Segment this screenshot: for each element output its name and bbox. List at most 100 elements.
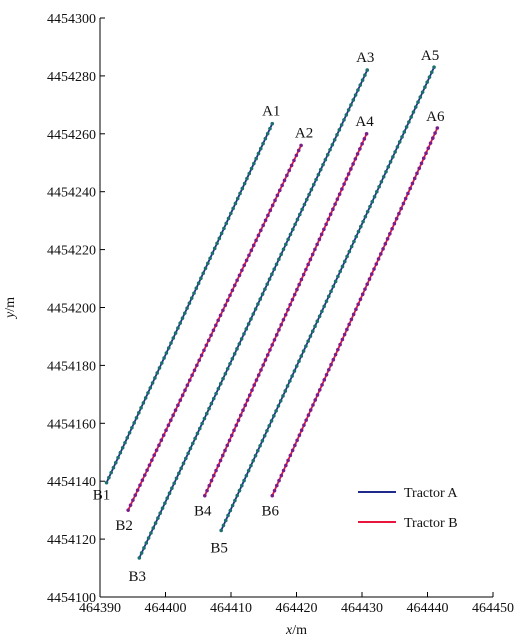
data-point [147, 463, 152, 467]
data-point [214, 323, 218, 328]
data-point [180, 393, 185, 398]
data-point [295, 287, 299, 292]
data-point [140, 478, 145, 482]
data-point [154, 448, 159, 452]
y-tick-label: 4454300 [47, 12, 96, 27]
data-point [297, 212, 302, 217]
endpoint-label-B5: B5 [210, 540, 228, 556]
y-tick-label: 4454280 [47, 70, 96, 85]
data-point [347, 249, 352, 254]
data-point [133, 493, 138, 497]
data-point [322, 227, 326, 232]
data-point [406, 191, 410, 196]
data-point [304, 418, 308, 422]
plot-area: B1 A1 B3 A3 B5 A5 B2 A2 B4 A4 B6 A6 [93, 48, 445, 585]
data-point [186, 451, 190, 456]
data-point [255, 448, 260, 453]
data-point [356, 302, 360, 307]
data-point [299, 143, 303, 148]
data-point [265, 131, 270, 136]
data-point [394, 216, 399, 221]
data-point [329, 289, 333, 294]
data-point [164, 351, 169, 355]
data-point [349, 244, 354, 249]
y-axis-label: y [3, 311, 18, 320]
x-axis-title: x/m [285, 623, 307, 638]
data-point [352, 239, 356, 244]
data-point [315, 393, 320, 397]
data-point [152, 453, 157, 457]
data-point [320, 383, 324, 387]
data-point [265, 429, 269, 433]
data-point [267, 277, 272, 281]
data-point [165, 496, 170, 500]
data-point [285, 173, 289, 178]
legend-label-1: Tractor B [404, 516, 458, 531]
data-point [249, 463, 253, 468]
data-point [287, 168, 292, 173]
data-point [397, 211, 401, 216]
data-point [197, 358, 202, 363]
data-point [260, 292, 265, 296]
data-point [188, 446, 193, 451]
data-point [169, 341, 173, 345]
data-point [377, 184, 381, 189]
data-point [355, 152, 360, 156]
data-point [202, 416, 207, 421]
data-point [240, 268, 244, 273]
data-point [184, 456, 188, 461]
data-point [306, 339, 310, 343]
data-point [230, 288, 235, 293]
data-point [423, 85, 427, 89]
data-point [166, 346, 171, 350]
data-point [393, 150, 397, 154]
data-point [349, 103, 353, 107]
data-point [428, 141, 433, 145]
data-point [118, 450, 123, 455]
data-point [419, 161, 424, 166]
data-point [300, 207, 304, 212]
data-point [411, 110, 416, 114]
data-point [181, 461, 186, 466]
data-point [358, 83, 363, 87]
data-point [192, 291, 196, 295]
data-point [301, 272, 306, 277]
data-point [235, 196, 240, 201]
data-point [179, 466, 183, 471]
endpoint-label-B6: B6 [262, 504, 280, 520]
data-point [202, 348, 206, 353]
data-point [256, 233, 261, 238]
data-point [407, 120, 411, 124]
data-point [218, 458, 223, 463]
data-point [252, 383, 257, 387]
data-point [293, 443, 297, 448]
data-point [331, 284, 336, 289]
data-point [196, 281, 201, 286]
data-point [397, 140, 402, 144]
data-point [351, 312, 356, 317]
data-point [304, 197, 309, 202]
data-point [171, 336, 176, 340]
data-point [415, 171, 419, 176]
data-point [431, 136, 435, 140]
data-point [263, 136, 268, 141]
data-point [249, 248, 254, 253]
data-point [347, 322, 351, 327]
data-point [109, 470, 113, 475]
data-point [333, 352, 338, 357]
data-point [286, 307, 290, 312]
data-point [138, 483, 142, 487]
data-point [244, 473, 249, 478]
y-axis-unit: /m [3, 297, 18, 312]
y-tick-label: 4454260 [47, 128, 96, 143]
data-point [272, 338, 277, 342]
data-point [253, 453, 258, 458]
data-point [177, 471, 181, 476]
data-point [223, 448, 227, 453]
data-point [279, 252, 283, 257]
data-point [242, 478, 246, 483]
endpoint-label-A6: A6 [426, 109, 445, 125]
data-point [247, 393, 252, 397]
data-point [254, 378, 259, 382]
data-point [295, 438, 299, 443]
